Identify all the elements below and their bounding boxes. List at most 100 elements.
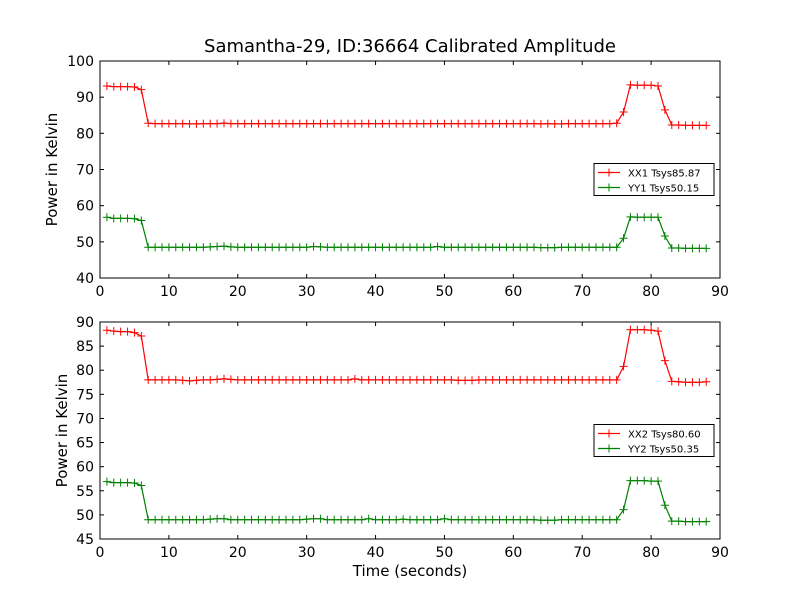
legend-label: YY2 Tsys50.35 bbox=[627, 445, 699, 456]
data-point bbox=[536, 516, 545, 525]
data-point bbox=[426, 243, 435, 252]
data-point bbox=[674, 121, 683, 130]
data-point bbox=[302, 243, 311, 252]
bottom-panel: 0 10 20 30 40 50 60 70 80 90 45 50 55 60 65 70 75 80 85 90 P… bbox=[53, 315, 729, 561]
data-point bbox=[233, 375, 242, 384]
data-point bbox=[612, 515, 621, 524]
y-tick-label: 90 bbox=[76, 90, 94, 106]
y-tick-label: 90 bbox=[76, 315, 94, 331]
data-point bbox=[288, 375, 297, 384]
data-point bbox=[344, 243, 352, 252]
data-point bbox=[275, 515, 284, 524]
x-tick-label: 90 bbox=[711, 545, 729, 561]
data-point bbox=[681, 121, 690, 130]
data-point bbox=[164, 243, 173, 252]
data-point bbox=[654, 81, 662, 90]
data-point bbox=[295, 119, 304, 128]
data-point bbox=[199, 375, 208, 384]
data-point bbox=[316, 514, 325, 523]
data-point bbox=[516, 243, 525, 252]
data-point bbox=[412, 515, 421, 524]
x-tick-label: 30 bbox=[298, 284, 316, 300]
data-point bbox=[109, 478, 118, 487]
data-point bbox=[371, 375, 380, 384]
data-point bbox=[344, 515, 352, 524]
data-point bbox=[516, 515, 525, 524]
data-point bbox=[612, 119, 621, 128]
data-point bbox=[144, 375, 153, 384]
data-point bbox=[578, 375, 587, 384]
data-point bbox=[543, 119, 552, 128]
y-axis-label: Power in Kelvin bbox=[53, 374, 71, 488]
data-point bbox=[137, 481, 146, 490]
data-point bbox=[502, 243, 511, 252]
data-point bbox=[626, 476, 635, 485]
x-tick-label: 20 bbox=[229, 284, 247, 300]
data-point bbox=[502, 119, 511, 128]
data-point bbox=[171, 243, 180, 252]
data-point bbox=[192, 119, 201, 128]
data-point bbox=[509, 515, 518, 524]
data-point bbox=[523, 243, 532, 252]
data-point bbox=[530, 515, 538, 524]
data-point bbox=[509, 375, 518, 384]
legend-box bbox=[593, 163, 715, 196]
data-point bbox=[213, 375, 222, 384]
data-point bbox=[481, 119, 490, 128]
data-point bbox=[275, 375, 284, 384]
data-point bbox=[468, 515, 476, 524]
data-point bbox=[323, 375, 332, 384]
data-point bbox=[123, 214, 132, 223]
data-point bbox=[695, 121, 704, 130]
data-point bbox=[350, 515, 359, 524]
data-point bbox=[220, 514, 228, 523]
data-point bbox=[550, 375, 559, 384]
data-point bbox=[385, 515, 394, 524]
x-tick-label: 60 bbox=[504, 545, 522, 561]
data-point bbox=[578, 515, 587, 524]
data-point bbox=[536, 119, 545, 128]
legend-marker bbox=[605, 168, 613, 177]
data-point bbox=[585, 119, 594, 128]
data-point bbox=[247, 515, 256, 524]
data-point bbox=[268, 119, 277, 128]
data-point bbox=[144, 243, 153, 252]
data-point bbox=[116, 82, 125, 91]
data-point bbox=[667, 377, 676, 386]
data-point bbox=[495, 375, 504, 384]
data-point bbox=[337, 243, 346, 252]
data-point bbox=[667, 121, 676, 130]
y-tick-label: 40 bbox=[76, 271, 94, 287]
data-point bbox=[612, 243, 621, 252]
data-point bbox=[447, 243, 456, 252]
data-point bbox=[261, 119, 270, 128]
legend-label: YY1 Tsys50.15 bbox=[627, 184, 699, 195]
data-point bbox=[164, 119, 173, 128]
data-point bbox=[302, 515, 311, 524]
data-point bbox=[192, 376, 201, 385]
data-point bbox=[364, 375, 373, 384]
data-point bbox=[654, 327, 662, 336]
data-point bbox=[619, 107, 628, 116]
data-point bbox=[185, 119, 194, 128]
data-point bbox=[523, 119, 532, 128]
data-point bbox=[495, 119, 504, 128]
data-point bbox=[282, 375, 290, 384]
data-point bbox=[523, 515, 532, 524]
data-point bbox=[330, 375, 339, 384]
data-point bbox=[357, 119, 366, 128]
data-point bbox=[530, 119, 538, 128]
data-point bbox=[213, 242, 222, 251]
data-point bbox=[502, 515, 511, 524]
data-point bbox=[316, 242, 325, 251]
data-point bbox=[592, 515, 600, 524]
data-point bbox=[619, 362, 628, 371]
data-point bbox=[288, 243, 297, 252]
data-point bbox=[571, 119, 580, 128]
data-point bbox=[344, 119, 352, 128]
data-point bbox=[385, 119, 394, 128]
data-point bbox=[536, 243, 545, 252]
data-point bbox=[116, 478, 125, 487]
y-axis-label: Power in Kelvin bbox=[43, 113, 61, 227]
